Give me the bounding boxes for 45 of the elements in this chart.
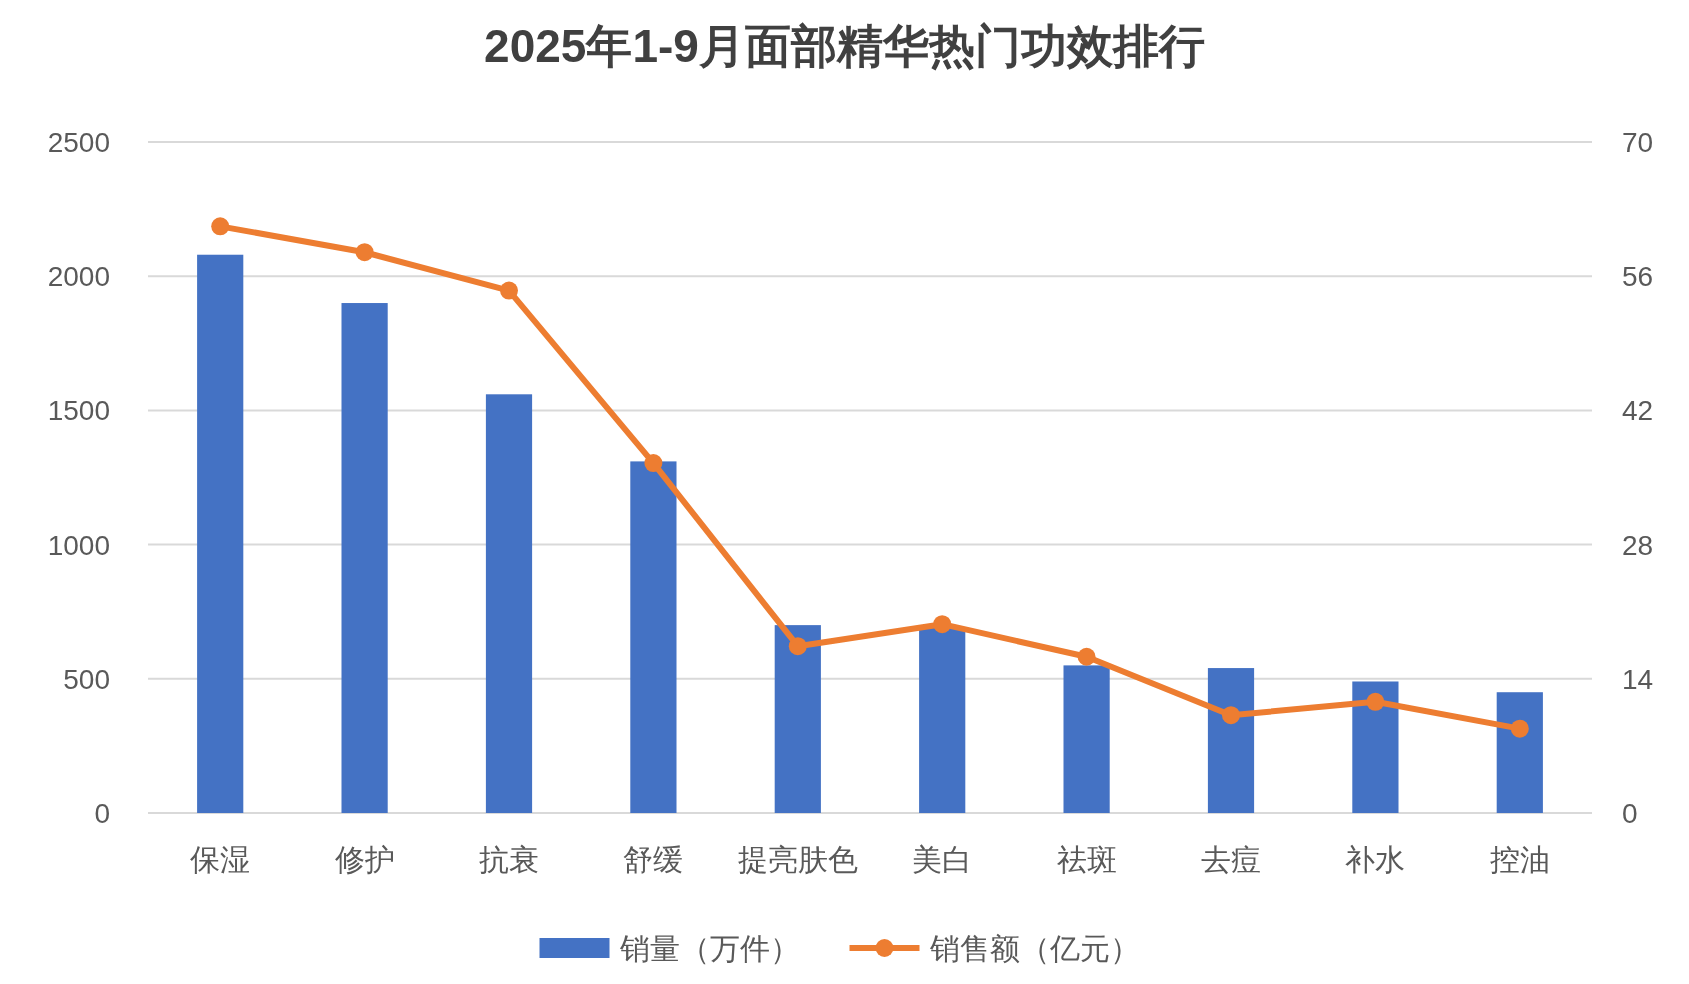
- y-tick-label: 1000: [47, 529, 110, 561]
- bar: [1207, 668, 1255, 813]
- y2-tick-label: 28: [1622, 529, 1654, 561]
- bar: [630, 461, 677, 813]
- y-tick-label: 500: [63, 663, 110, 695]
- x-tick-label: 保湿: [190, 843, 251, 876]
- bar: [197, 254, 244, 813]
- bar: [341, 303, 388, 813]
- x-tick-label: 补水: [1345, 843, 1406, 876]
- point: [1510, 719, 1529, 738]
- point: [500, 281, 518, 300]
- x-tick-label: 修护: [334, 843, 395, 876]
- bar: [919, 627, 966, 813]
- y2-tick-label: 0: [1622, 798, 1638, 829]
- point: [211, 217, 230, 236]
- bar: [1496, 692, 1543, 813]
- chart-title: 2025年1-9月面部精华热门功效排行: [484, 20, 1205, 72]
- point: [1222, 706, 1240, 725]
- x-tick-label: 美白: [912, 843, 973, 876]
- y2-tick-label: 42: [1622, 395, 1654, 427]
- x-tick-label: 去痘: [1201, 843, 1261, 876]
- bar: [1352, 681, 1399, 813]
- x-tick-label: 控油: [1489, 843, 1550, 876]
- x-tick-label: 抗衰: [479, 843, 539, 876]
- x-tick-label: 祛斑: [1056, 843, 1117, 876]
- legend-label: 销量（万件）: [618, 932, 800, 965]
- y-tick-label: 2000: [47, 261, 110, 293]
- point: [355, 243, 374, 262]
- point: [933, 615, 952, 634]
- point: [788, 637, 807, 656]
- y2-tick-label: 14: [1622, 663, 1654, 695]
- bar: [485, 394, 533, 813]
- point: [1077, 647, 1096, 666]
- bar: [1063, 665, 1110, 813]
- y2-tick-label: 70: [1622, 127, 1654, 158]
- point: [1366, 692, 1385, 711]
- y-tick-label: 0: [94, 798, 110, 829]
- bar: [774, 625, 821, 813]
- y2-tick-label: 56: [1622, 261, 1654, 293]
- x-tick-label: 舒缓: [623, 843, 684, 876]
- legend-label: 销售额（亿元）: [928, 932, 1140, 965]
- point: [644, 454, 663, 473]
- y-tick-label: 2500: [47, 127, 110, 158]
- x-tick-label: 提亮肤色: [737, 843, 858, 876]
- y-tick-label: 1500: [47, 395, 110, 427]
